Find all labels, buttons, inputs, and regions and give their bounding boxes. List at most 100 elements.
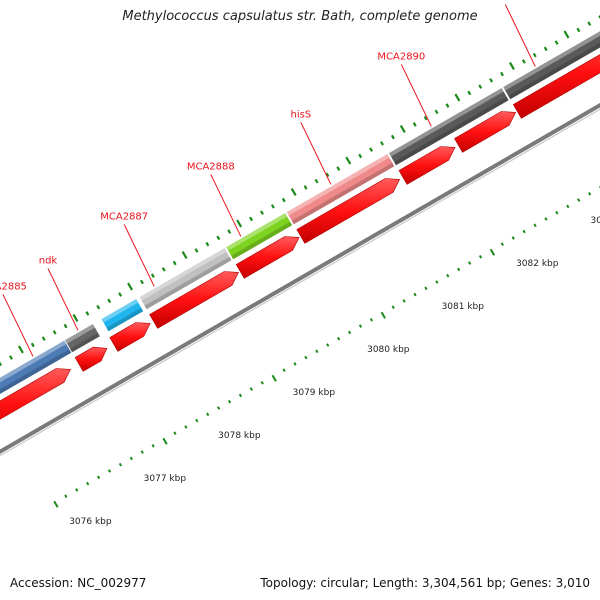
tick-layer: [0, 15, 600, 508]
scale-tick: [358, 324, 363, 328]
backbone-line: [0, 102, 600, 454]
backbone-highlight: [0, 108, 600, 457]
gene-label: MCA2890: [377, 51, 425, 62]
outer-tick: [236, 219, 243, 228]
scale-tick: [118, 462, 123, 467]
outer-tick: [17, 345, 24, 354]
scale-tick: [140, 450, 144, 454]
scale-tick: [467, 261, 472, 265]
gene-mca2891-box: [503, 31, 600, 100]
scale-tick: [249, 387, 253, 391]
outer-tick: [423, 115, 428, 121]
cds-arrow: [149, 271, 239, 329]
outer-tick: [489, 78, 494, 83]
outer-tick: [181, 251, 188, 260]
backbone-layer: [0, 102, 600, 457]
outer-tick: [358, 153, 363, 159]
outer-tick: [500, 71, 504, 77]
outer-tick: [96, 304, 101, 310]
outer-tick: [380, 141, 384, 146]
scale-tick-label: 3076 kbp: [69, 517, 112, 527]
gene-layer: [0, 31, 600, 394]
outer-tick: [260, 210, 264, 215]
scale-tick: [555, 210, 559, 215]
outer-tick: [194, 248, 199, 253]
cds-arrow: [512, 54, 600, 119]
scale-tick: [446, 273, 450, 278]
scale-tick: [544, 217, 548, 221]
scale-tick: [402, 299, 406, 303]
outer-tick: [454, 93, 461, 102]
gene-label: MCA2887: [100, 211, 148, 222]
scale-tick: [588, 191, 592, 196]
outer-tick: [281, 197, 286, 203]
scale-tick: [195, 418, 199, 423]
scale-tick: [271, 374, 277, 382]
scale-tick: [282, 368, 286, 372]
outer-tick: [369, 147, 374, 152]
outer-tick: [532, 52, 537, 58]
scale-tick: [413, 292, 417, 297]
outer-tick: [161, 267, 166, 272]
cds-layer: [0, 54, 600, 420]
outer-tick: [227, 229, 232, 234]
outer-tick: [390, 134, 395, 140]
outer-tick: [172, 260, 177, 266]
gene-leader-line: [300, 122, 332, 185]
scale-tick-label: 3080 kbp: [367, 345, 410, 355]
outer-tick: [412, 122, 417, 127]
scale-tick: [64, 494, 68, 498]
scale-tick: [260, 380, 264, 385]
outer-tick: [63, 323, 68, 329]
outer-tick: [205, 241, 210, 247]
scale-tick: [162, 437, 168, 445]
outer-tick: [30, 342, 35, 348]
scale-tick: [577, 198, 581, 202]
scale-tick: [53, 500, 59, 508]
outer-tick: [336, 166, 341, 171]
outer-tick: [399, 125, 406, 134]
scale-tick: [206, 412, 210, 417]
outer-tick: [118, 292, 123, 297]
outer-tick: [587, 21, 592, 26]
scale-tick-label: 3079 kbp: [293, 388, 336, 398]
outer-tick: [445, 103, 450, 108]
scale-tick: [304, 355, 308, 360]
outer-tick: [303, 185, 308, 190]
gene-leader-line: [504, 4, 536, 67]
cds-arrow: [109, 322, 151, 352]
scale-tick-label: 3083 kbp: [591, 216, 600, 226]
outer-tick: [150, 273, 155, 278]
outer-tick: [478, 84, 483, 89]
scale-tick: [227, 399, 232, 404]
outer-tick: [9, 355, 13, 360]
scale-tick-label: 3081 kbp: [442, 302, 485, 312]
scale-tick: [435, 280, 439, 284]
genome-summary-text: Topology: circular; Length: 3,304,561 bp…: [260, 576, 590, 590]
gene-label: MCA2891: [481, 0, 529, 2]
scale-tick: [238, 393, 243, 398]
scale-tick: [478, 254, 483, 259]
gene-leader-line: [210, 174, 242, 237]
scale-tick: [293, 362, 297, 366]
cds-arrow: [235, 236, 300, 279]
outer-tick: [52, 330, 57, 335]
cds-arrow: [296, 178, 401, 244]
gene-hiss-box: [286, 154, 395, 225]
scale-tick: [500, 242, 504, 246]
scale-tick-label: 3078 kbp: [218, 431, 261, 441]
outer-tick: [107, 298, 112, 304]
scale-tick: [566, 204, 570, 209]
cds-arrow: [0, 368, 71, 420]
outer-tick: [554, 40, 559, 45]
scale-tick: [457, 267, 461, 272]
scale-tick: [522, 229, 526, 234]
scale-tick: [511, 236, 515, 240]
scale-tick: [391, 305, 395, 309]
gene-leader-line: [47, 268, 79, 331]
scale-tick: [217, 406, 221, 410]
scale-tick: [184, 425, 188, 429]
outer-tick: [85, 311, 90, 316]
outer-tick: [314, 178, 319, 184]
